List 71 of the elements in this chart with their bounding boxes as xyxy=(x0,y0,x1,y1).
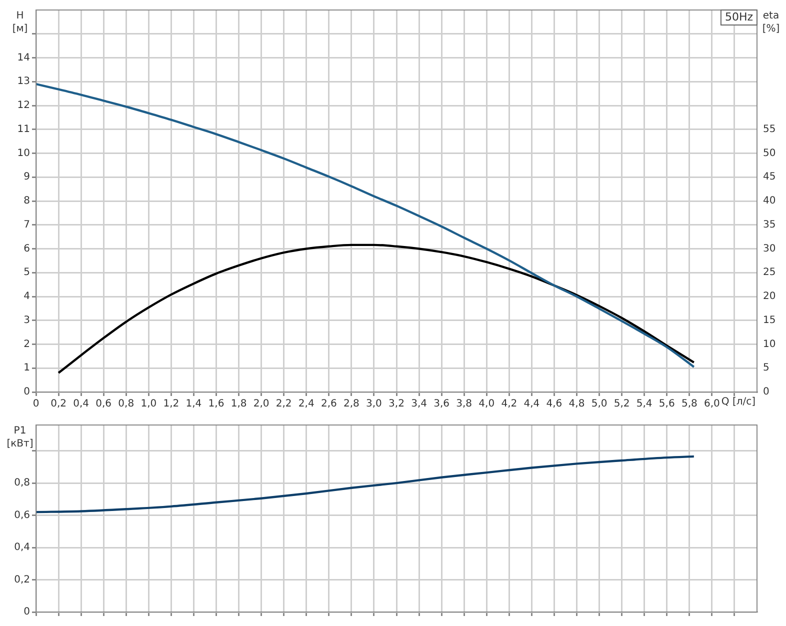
y-tick-label: 14 xyxy=(17,52,30,64)
y-tick-label: 0,2 xyxy=(14,574,30,586)
x-tick-label: 1,8 xyxy=(230,398,247,410)
y-tick-label: 9 xyxy=(24,172,30,183)
y-tick-label: 1 xyxy=(24,362,30,374)
y2-axis-title: eta [%] xyxy=(762,10,780,35)
x-tick-label: 1,6 xyxy=(208,398,224,410)
line-series xyxy=(36,455,696,514)
x-tick-label: 5,4 xyxy=(636,398,652,410)
x-tick-label: 0,4 xyxy=(73,398,90,410)
y-tick-label: 13 xyxy=(17,76,30,88)
y2-tick-label: 50 xyxy=(763,148,776,159)
x-tick-label: 1,0 xyxy=(140,398,157,410)
y-tick-label: 0,6 xyxy=(14,510,30,521)
x-tick-label: 4,4 xyxy=(524,398,540,410)
y2-tick-label: 45 xyxy=(763,172,776,183)
line-series xyxy=(57,244,696,374)
x-tick-label: 0,6 xyxy=(96,398,112,410)
x-tick-label: 2,2 xyxy=(276,398,292,410)
y2-tick-label: 20 xyxy=(763,291,776,302)
x-tick-label: 2,4 xyxy=(298,398,314,410)
x-tick-label: 6,0 xyxy=(704,398,720,410)
y2-tick-label: 35 xyxy=(763,219,776,230)
y2-tick-label: 30 xyxy=(763,243,776,254)
y-tick-label: 5 xyxy=(24,267,30,278)
x-tick-label: 2,8 xyxy=(343,398,360,410)
y2-tick-label: 25 xyxy=(763,267,776,278)
x-tick-label: 3,2 xyxy=(388,398,404,410)
y2-tick-label: 55 xyxy=(763,124,776,135)
y-tick-label: 4 xyxy=(24,291,30,302)
y-tick-label: 0,8 xyxy=(14,478,30,489)
annotation: 50Hz xyxy=(724,10,754,24)
y-tick-label: 11 xyxy=(17,124,30,135)
x-tick-label: 1,4 xyxy=(186,398,202,410)
x-tick-label: 0,2 xyxy=(50,398,66,410)
x-tick-label: 1,2 xyxy=(163,398,180,410)
x-tick-label: 4,8 xyxy=(568,398,585,410)
x-tick-label: 3,4 xyxy=(411,398,427,410)
x-tick-label: 4,0 xyxy=(478,398,495,410)
y-tick-label: 0,4 xyxy=(14,542,30,554)
y-tick-label: 0 xyxy=(24,386,30,398)
y-axis-title: H [м] xyxy=(12,10,28,35)
x-tick-label: 0 xyxy=(32,398,40,410)
y-axis-title: P1 [кВт] xyxy=(6,426,34,450)
y-tick-label: 12 xyxy=(17,100,30,112)
y2-tick-label: 40 xyxy=(763,196,776,207)
x-tick-label: 4,6 xyxy=(546,398,562,410)
x-axis-title: Q [л/с] xyxy=(721,396,756,408)
x-tick-label: 5,0 xyxy=(591,398,608,410)
x-tick-label: 2,0 xyxy=(253,398,270,410)
y-tick-label: 6 xyxy=(24,243,30,254)
y-tick-label: 7 xyxy=(24,219,30,230)
y2-tick-label: 10 xyxy=(763,338,776,350)
x-tick-label: 5,2 xyxy=(614,398,630,410)
x-tick-label: 0,8 xyxy=(118,398,134,410)
x-tick-label: 4,2 xyxy=(501,398,518,410)
x-tick-label: 3,0 xyxy=(366,398,382,410)
line-series xyxy=(36,82,696,368)
x-tick-label: 2,6 xyxy=(320,398,337,410)
x-tick-label: 5,8 xyxy=(681,398,698,410)
y-tick-label: 10 xyxy=(17,148,30,159)
y-tick-label: 2 xyxy=(24,338,30,350)
y-tick-label: 3 xyxy=(24,314,30,326)
x-tick-label: 3,8 xyxy=(456,398,472,410)
y2-tick-label: 5 xyxy=(763,362,770,374)
y-tick-label: 0 xyxy=(24,606,30,618)
y2-tick-label: 15 xyxy=(763,314,776,326)
y2-tick-label: 0 xyxy=(763,386,770,398)
x-tick-label: 5,6 xyxy=(658,398,675,410)
y-tick-label: 8 xyxy=(24,196,30,207)
x-tick-label: 3,6 xyxy=(434,398,450,410)
